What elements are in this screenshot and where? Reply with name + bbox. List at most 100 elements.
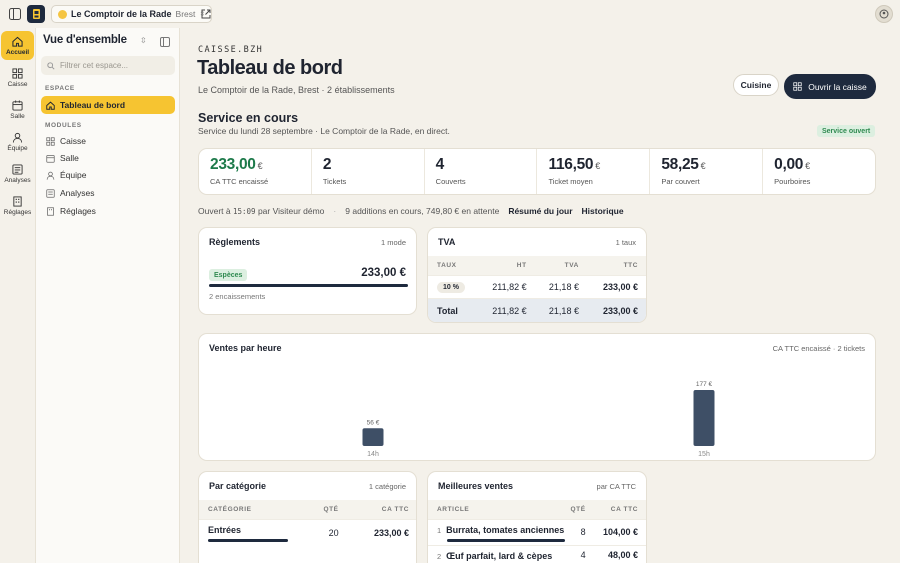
table-row[interactable]: 2 Œuf parfait, lard & cèpes 4 48,00 € (428, 544, 646, 563)
item-name: Burrata, tomates anciennes (446, 524, 565, 535)
building-icon (13, 195, 22, 207)
card-title: Meilleures ventes (438, 481, 514, 491)
best-sellers-table: ARTICLE QTÉ CA TTC 1 Burrata, tomates ancie… (428, 500, 646, 563)
sidebar-item-label: Réglages (60, 206, 96, 216)
panel-icon[interactable] (160, 37, 170, 47)
pending-info: 9 additions en cours, 749,80 € en attent… (345, 206, 500, 216)
kpi-value: 116,50 (548, 156, 594, 173)
app-logo-icon[interactable] (27, 5, 45, 23)
kpi-unit: € (700, 161, 706, 171)
chevron-updown-icon[interactable]: ⇳ (140, 36, 147, 45)
chart-icon (12, 163, 23, 175)
chart-icon (46, 188, 55, 198)
col-header: HT (477, 256, 536, 275)
payments-card: Règlements 1 mode Espèces 233,00 € 2 enc… (198, 227, 417, 315)
separator: · (333, 206, 337, 216)
opened-by: par Visiteur démo (257, 206, 325, 216)
table-row[interactable]: 1 Burrata, tomates anciennes 8 104,00 € (428, 518, 646, 545)
cell-amount: 48,00 € (594, 544, 646, 563)
location-switcher[interactable]: Le Comptoir de la Rade Brest ⇳ (51, 5, 213, 23)
rail-item-caisse[interactable]: Caisse (1, 63, 34, 92)
kpi-tips: 0,00 € Pourboires (763, 149, 875, 194)
sidebar-item-equipe[interactable]: Équipe (41, 166, 175, 184)
rail-label: Réglages (3, 208, 32, 216)
chart-bar (693, 390, 715, 446)
sidebar-item-salle[interactable]: Salle (41, 149, 175, 167)
day-summary-link[interactable]: Résumé du jour (508, 206, 573, 216)
sidebar-item-reglages[interactable]: Réglages (41, 202, 175, 220)
button-label: Ouvrir la caisse (808, 81, 867, 92)
total-label: Total (428, 297, 478, 322)
user-icon (46, 171, 55, 180)
category-name: Entrées (208, 524, 242, 535)
cell-tva: 21,18 € (535, 274, 588, 298)
table-row: 10 % 211,82 €21,18 €233,00 € (428, 274, 646, 298)
home-icon (12, 36, 23, 47)
grid-icon (46, 136, 55, 146)
col-header: TAUX (428, 256, 478, 275)
payment-amount: 233,00 € (361, 267, 406, 279)
rail-item-analyses[interactable]: Analyses (1, 159, 34, 188)
kpi-value: 233,00 (210, 156, 256, 173)
calendar-icon (46, 154, 55, 163)
sidebar-item-label: Équipe (60, 170, 87, 180)
best-sellers-card: Meilleures ventes par CA TTC ARTICLE QTÉ C… (427, 471, 647, 563)
rail-label: Accueil (5, 48, 30, 56)
kpi-unit: € (257, 161, 263, 171)
open-register-button[interactable]: Ouvrir la caisse (784, 74, 876, 99)
section-label-modules: MODULES (45, 122, 82, 129)
card-meta: 1 catégorie (368, 482, 406, 491)
cell-ht: 211,82 € (477, 274, 536, 298)
category-share-bar (208, 538, 288, 542)
section-label-space: ESPACE (45, 85, 75, 92)
rail-item-accueil[interactable]: Accueil (1, 31, 34, 60)
kitchen-button[interactable]: Cuisine (733, 74, 779, 96)
sidebar-item-label: Analyses (60, 188, 95, 198)
payment-share-bar (209, 284, 408, 287)
col-header: CA TTC (594, 500, 646, 519)
item-rank: 2 (437, 551, 442, 561)
tva-card: TVA 1 taux TAUX HT TVA TTC 10 % 211,82 €21,1… (427, 227, 647, 323)
user-avatar[interactable] (875, 5, 893, 23)
opened-prefix: Ouvert à (198, 206, 231, 216)
rail-item-reglages[interactable]: Réglages (1, 191, 34, 220)
home-icon (46, 101, 55, 110)
card-title: Ventes par heure (209, 343, 282, 353)
history-link[interactable]: Historique (581, 206, 624, 216)
sidebar-item-caisse[interactable]: Caisse (41, 132, 175, 150)
kpi-label: Par couvert (661, 177, 700, 186)
col-header: ARTICLE (428, 500, 566, 519)
rail-label: Salle (10, 112, 25, 120)
kpi-ca: 233,00 € CA TTC encaissé (199, 149, 312, 194)
table-total-row: Total 211,82 €21,18 €233,00 € (428, 297, 646, 322)
cell-qty: 8 (566, 518, 595, 545)
col-header: TVA (535, 256, 588, 275)
calendar-icon (12, 99, 23, 111)
rail-label: Équipe (7, 144, 28, 152)
kpi-label: Ticket moyen (548, 177, 593, 186)
external-link-icon[interactable] (197, 5, 215, 23)
rail-item-equipe[interactable]: Équipe (1, 127, 34, 156)
sidebar-title: Vue d'ensemble (43, 34, 127, 46)
category-card: Par catégorie 1 catégorie CATÉGORIE QTÉ CA… (198, 471, 417, 563)
kpi-label: CA TTC encaissé (210, 177, 269, 186)
card-meta: CA TTC encaissé · 2 tickets (772, 344, 865, 353)
sidebar-item-analyses[interactable]: Analyses (41, 184, 175, 202)
service-meta: Ouvert à 15:09 par Visiteur démo · 9 add… (198, 206, 624, 216)
icon-rail: Accueil Caisse Salle Équipe Analyses Rég… (0, 28, 35, 563)
rail-item-salle[interactable]: Salle (1, 95, 34, 124)
card-title: Par catégorie (209, 481, 267, 491)
chart-tick-label: 15h (698, 451, 710, 458)
sidebar-toggle-icon[interactable] (6, 5, 24, 23)
sidebar-item-dashboard[interactable]: Tableau de bord (41, 96, 175, 114)
kpi-label: Couverts (435, 177, 466, 186)
sidebar-filter-input[interactable]: Filtrer cet espace... (41, 56, 175, 75)
service-title: Service en cours (198, 111, 299, 125)
table-row[interactable]: Entrées 20 233,00 € (199, 518, 416, 546)
col-header: CA TTC (347, 500, 416, 519)
col-header: CATÉGORIE (199, 500, 309, 519)
col-header: QTÉ (309, 500, 348, 519)
search-icon (47, 61, 55, 70)
grid-icon (793, 82, 802, 91)
tva-rate: 10 % (437, 281, 465, 293)
